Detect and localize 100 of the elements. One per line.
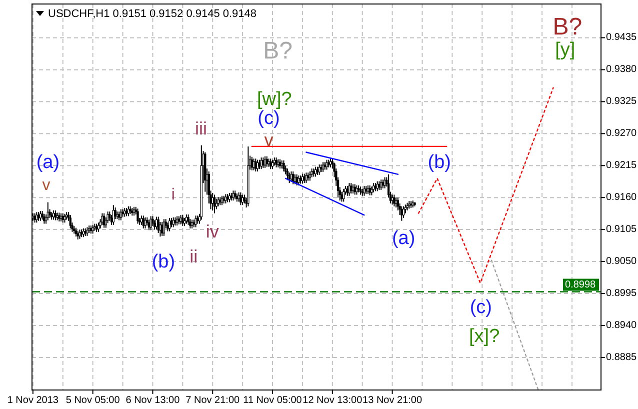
candlestick	[391, 194, 394, 206]
candlestick	[290, 170, 292, 182]
candlestick	[101, 212, 104, 226]
x-tick-label: 7 Nov 21:00	[186, 395, 240, 406]
annotation: i	[171, 186, 175, 204]
candlestick	[161, 221, 164, 236]
candlestick	[318, 164, 320, 176]
ref-line-label: 0.8998	[565, 279, 596, 290]
annotation: (c)	[470, 296, 492, 318]
candlestick	[376, 180, 378, 192]
candlestick	[256, 159, 259, 172]
candlestick	[238, 192, 240, 202]
annotation: [w]?	[256, 88, 292, 110]
annotation: iv	[206, 221, 219, 242]
candlestick	[326, 159, 328, 170]
candlestick	[215, 198, 218, 210]
x-tick-label: 6 Nov 13:00	[126, 395, 180, 406]
candlestick	[262, 156, 264, 168]
candlestick	[154, 220, 156, 230]
annotation: (b)	[428, 152, 452, 173]
candlestick	[303, 173, 306, 184]
y-tick-label: 0.9435	[606, 32, 638, 44]
candlestick	[152, 216, 154, 227]
y-tick-label: 0.9270	[606, 128, 638, 140]
x-tick-label: 11 Nov 05:00	[243, 395, 302, 406]
candlestick	[108, 211, 111, 222]
annotation: iii	[194, 118, 207, 138]
candlestick	[187, 214, 190, 226]
candlestick	[182, 214, 184, 227]
annotation: B?	[263, 38, 292, 65]
x-tick-label: 13 Nov 21:00	[362, 395, 422, 406]
candlestick	[363, 185, 366, 196]
candlestick	[305, 172, 308, 184]
annotation: v	[42, 176, 50, 194]
annotation: B?	[552, 14, 582, 41]
candlestick	[348, 182, 350, 196]
candlestick	[102, 212, 106, 228]
annotation: v	[264, 130, 274, 150]
candlestick	[270, 158, 272, 170]
candlestick	[368, 184, 371, 196]
y-tick-label: 0.9160	[606, 192, 638, 204]
candlestick	[275, 156, 278, 168]
candlestick	[352, 184, 354, 194]
candlestick	[172, 216, 174, 228]
candlestick	[356, 184, 358, 196]
y-tick-label: 0.8995	[606, 288, 638, 299]
y-tick-label: 0.9380	[606, 64, 638, 76]
candlestick	[296, 174, 298, 186]
candlestick	[254, 158, 257, 172]
x-tick-label: 12 Nov 13:00	[302, 395, 363, 406]
candlestick	[350, 182, 352, 194]
y-tick-label: 0.9050	[606, 256, 638, 268]
chart-title: USDCHF,H1 0.9151 0.9152 0.9145 0.9148	[48, 8, 257, 20]
y-tick-label: 0.8885	[606, 352, 638, 363]
candlestick	[217, 196, 220, 207]
candlestick	[136, 208, 139, 224]
candlestick	[298, 174, 300, 186]
annotation: [x]?	[469, 326, 500, 347]
candlestick	[43, 213, 46, 224]
candlestick	[36, 212, 38, 224]
annotation: (a)	[392, 228, 416, 249]
candlestick	[157, 216, 160, 234]
candlestick	[150, 216, 152, 231]
candlestick	[400, 206, 403, 222]
annotation: (b)	[152, 252, 176, 273]
y-tick-label: 0.9325	[606, 96, 638, 108]
x-tick-label: 5 Nov 05:00	[66, 395, 120, 406]
candlestick	[402, 206, 405, 218]
candlestick	[396, 197, 400, 211]
candlestick	[340, 191, 343, 202]
y-tick-label: 0.9215	[606, 160, 638, 172]
candlestick	[264, 156, 266, 168]
candlestick	[69, 214, 72, 229]
candlestick	[213, 194, 216, 214]
annotation: (c)	[258, 108, 280, 130]
y-tick-label: 0.9105	[606, 224, 638, 236]
candlestick	[189, 218, 192, 229]
candlestick	[271, 159, 274, 170]
candlestick	[394, 197, 398, 208]
candlestick	[260, 156, 262, 170]
candlestick	[232, 190, 234, 201]
annotation: ii	[190, 246, 198, 266]
x-tick-label: 1 Nov 2013	[7, 395, 59, 406]
annotation: (a)	[36, 152, 60, 173]
candlestick	[292, 170, 294, 185]
annotation: [y]	[555, 39, 576, 60]
y-tick-label: 0.8940	[606, 320, 638, 331]
candlestick	[144, 216, 146, 229]
candlestick	[282, 160, 285, 172]
candlestick	[224, 194, 227, 204]
candlestick	[288, 172, 290, 184]
candlestick	[194, 215, 197, 228]
candlestick	[240, 192, 242, 206]
candlestick	[180, 214, 182, 225]
line-series	[418, 87, 554, 284]
candlestick	[106, 211, 109, 224]
candlestick	[252, 158, 255, 171]
candlestick	[159, 221, 162, 238]
candlestick	[342, 188, 345, 202]
candlestick	[78, 229, 81, 240]
